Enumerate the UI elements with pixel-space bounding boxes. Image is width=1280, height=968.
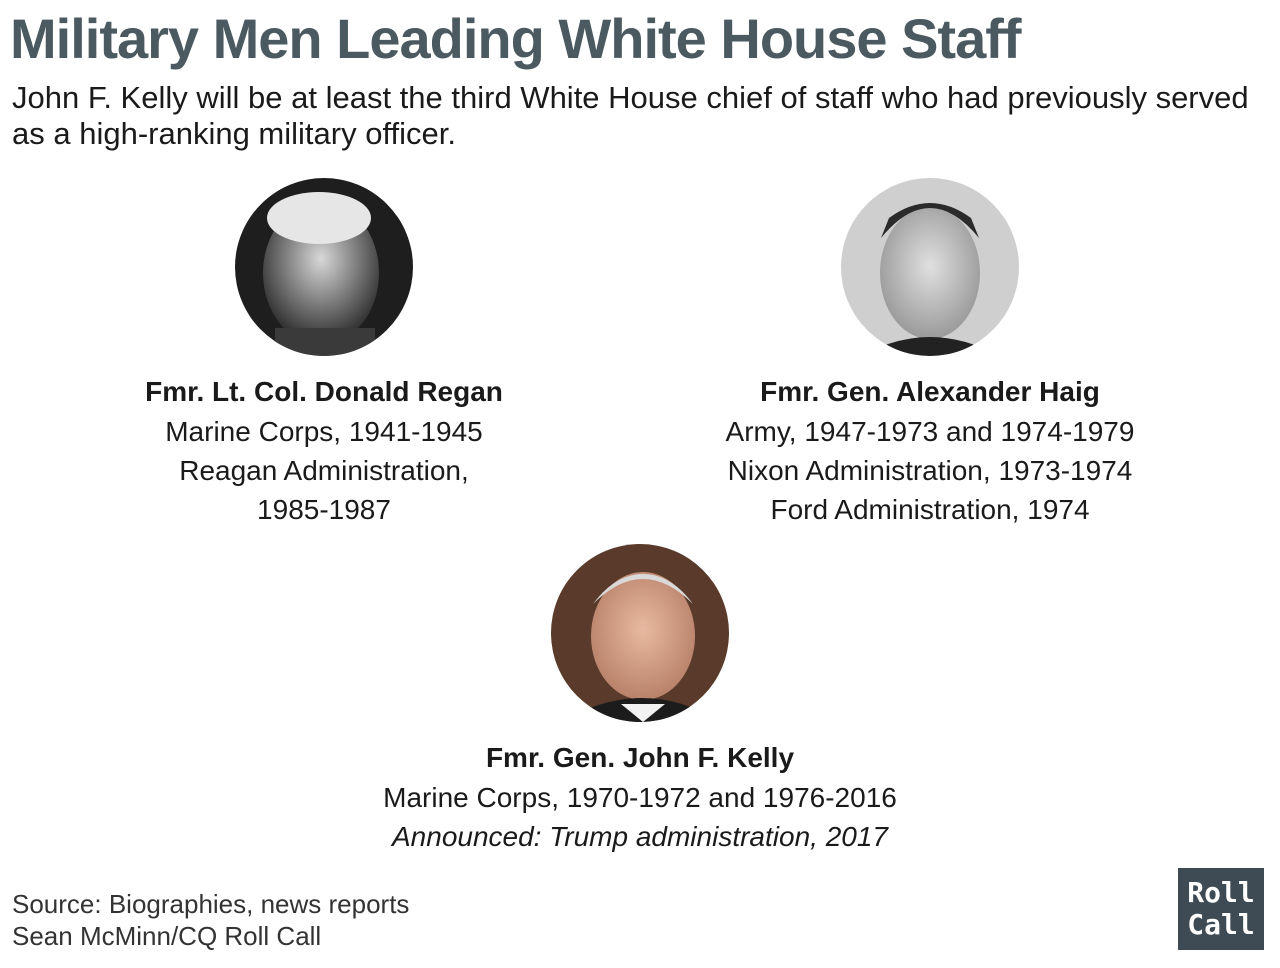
person-card-kelly: Fmr. Gen. John F. Kelly Marine Corps, 19… [340, 544, 940, 856]
person-name: Fmr. Gen. Alexander Haig [760, 376, 1100, 407]
administration-line-2: Ford Administration, 1974 [770, 494, 1090, 525]
credit-note: Sean McMinn/CQ Roll Call [12, 921, 322, 951]
service-line: Marine Corps, 1970-1972 and 1976-2016 [383, 782, 897, 813]
portrait-photo-haig [841, 178, 1019, 356]
portrait-photo-regan [235, 178, 413, 356]
source-note: Source: Biographies, news reports [12, 889, 410, 919]
logo-line-2: Call [1187, 908, 1255, 941]
administration-line: Nixon Administration, 1973-1974 [727, 455, 1133, 486]
service-line: Army, 1947-1973 and 1974-1979 [725, 416, 1135, 447]
footer: Source: Biographies, news reports Sean M… [12, 888, 409, 952]
administration-line: Reagan Administration, [179, 455, 469, 486]
roll-call-logo: Roll Call [1178, 868, 1264, 950]
administration-years: 1985-1987 [257, 494, 391, 525]
announcement-line: Announced: Trump administration, 2017 [392, 821, 888, 852]
chart-title: Military Men Leading White House Staff [10, 7, 1022, 70]
person-card-haig: Fmr. Gen. Alexander Haig Army, 1947-1973… [680, 178, 1180, 529]
person-name: Fmr. Lt. Col. Donald Regan [145, 376, 503, 407]
subtitle: John F. Kelly will be at least the third… [12, 80, 1249, 151]
person-card-regan: Fmr. Lt. Col. Donald Regan Marine Corps,… [74, 178, 574, 529]
portrait-photo-kelly [551, 544, 729, 722]
person-name: Fmr. Gen. John F. Kelly [485, 742, 795, 773]
logo-line-1: Roll [1187, 876, 1255, 909]
service-line: Marine Corps, 1941-1945 [165, 416, 483, 447]
